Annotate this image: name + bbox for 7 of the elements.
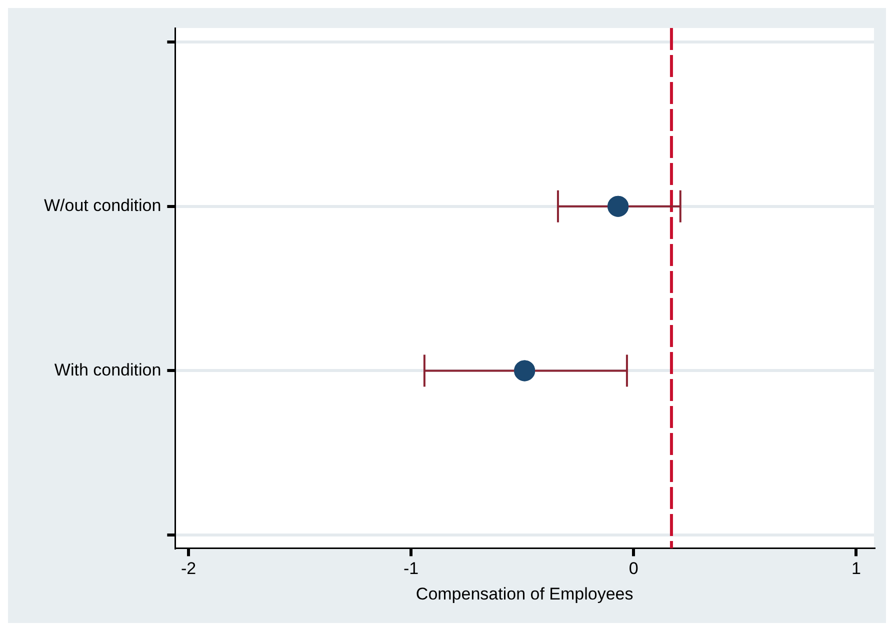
x-tick-label: -1 xyxy=(404,559,419,578)
y-tick-label: With condition xyxy=(54,360,162,380)
x-tick-label: 1 xyxy=(851,559,861,578)
x-axis-title: Compensation of Employees xyxy=(416,584,634,604)
x-tick-label: 0 xyxy=(628,559,638,578)
y-tick-label: W/out condition xyxy=(44,196,162,216)
x-tick-label: -2 xyxy=(180,559,196,578)
